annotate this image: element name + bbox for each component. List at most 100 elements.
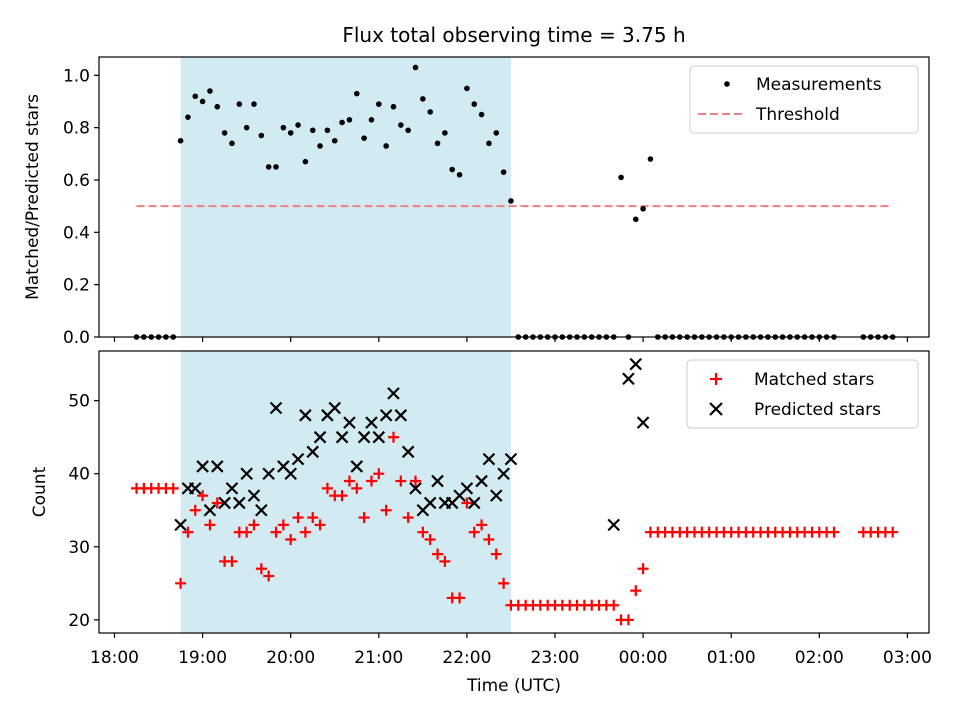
matched-star-point xyxy=(321,482,333,494)
predicted-star-point xyxy=(240,467,253,481)
predicted-star-point xyxy=(372,430,386,444)
measurement-point xyxy=(478,111,485,118)
matched-star-point xyxy=(380,504,392,516)
legend-predicted-marker xyxy=(709,402,723,416)
matched-star-point xyxy=(226,555,238,567)
matched-star-point xyxy=(299,526,311,538)
matched-star-point xyxy=(211,497,223,509)
matched-star-point xyxy=(182,526,194,538)
predicted-star-point xyxy=(335,430,349,444)
matched-star-point xyxy=(358,512,370,524)
y-tick-label-bottom: 40 xyxy=(68,465,90,485)
x-tick-label: 23:00 xyxy=(531,648,580,668)
measurement-point xyxy=(287,130,294,136)
matched-star-point xyxy=(630,585,642,597)
matched-star-point xyxy=(432,548,444,560)
measurement-point xyxy=(199,98,206,105)
measurement-point xyxy=(243,124,250,131)
measurement-point xyxy=(442,130,448,136)
measurement-point xyxy=(346,117,353,123)
chart-title: Flux total observing time = 3.75 h xyxy=(342,23,685,47)
measurement-point xyxy=(640,205,646,212)
x-axis-ticks-bottom: 18:00 19:00 20:00 21:00 22:00 23:00 00:00 01:00… xyxy=(90,633,932,668)
x-tick-label: 22:00 xyxy=(442,648,491,668)
x-tick-label: 00:00 xyxy=(619,648,668,668)
predicted-star-point xyxy=(460,482,474,495)
plot-frame-top xyxy=(98,56,930,338)
matched-star-point xyxy=(454,592,466,604)
measurement-point xyxy=(471,101,478,107)
measurement-point xyxy=(486,140,492,147)
measurement-point xyxy=(427,109,433,115)
predicted-star-point xyxy=(203,503,217,517)
predicted-star-point xyxy=(504,452,518,466)
predicted-star-point xyxy=(218,496,231,510)
matched-star-point xyxy=(476,519,488,531)
y-axis-ticks-bottom: 20 30 40 50 xyxy=(68,392,99,631)
predicted-star-point xyxy=(350,460,364,473)
y-axis-label-bottom: Count xyxy=(30,466,50,517)
measurement-point xyxy=(493,130,500,136)
measurement-point xyxy=(221,130,228,136)
matched-star-point xyxy=(255,563,267,575)
matched-star-point xyxy=(417,526,429,538)
matched-star-point xyxy=(828,526,840,538)
predicted-star-point xyxy=(636,416,650,429)
matched-star-point xyxy=(483,533,495,545)
predicted-star-point xyxy=(211,460,224,473)
x-tick-label: 03:00 xyxy=(883,648,932,668)
predicted-star-point xyxy=(313,430,327,444)
matched-star-point xyxy=(490,548,502,560)
predicted-star-point xyxy=(306,445,320,459)
measurement-point xyxy=(383,143,389,149)
matched-star-point xyxy=(197,490,209,502)
predicted-star-point xyxy=(328,401,342,415)
predicted-star-point xyxy=(379,409,393,422)
matched-star-point xyxy=(637,563,649,575)
measurement-point xyxy=(265,164,272,170)
measurement-point xyxy=(456,171,463,178)
predicted-star-point xyxy=(269,401,283,415)
x-axis-label: Time (UTC) xyxy=(466,676,561,696)
measurement-point xyxy=(207,88,213,94)
measurement-point xyxy=(229,140,235,147)
measurement-point xyxy=(302,158,309,165)
predicted-star-point xyxy=(475,474,488,488)
predicted-star-point xyxy=(394,409,408,422)
legend-top: Measurements Threshold xyxy=(689,65,919,134)
measurement-point xyxy=(368,117,375,123)
x-axis-ticks-top xyxy=(113,337,909,342)
measurement-point xyxy=(647,156,654,162)
count-points xyxy=(131,357,899,626)
predicted-star-point xyxy=(497,467,510,481)
y-tick-label-bottom: 30 xyxy=(68,538,90,558)
predicted-star-point xyxy=(284,467,297,481)
predicted-star-point xyxy=(489,489,503,502)
x-tick-label: 02:00 xyxy=(795,648,844,668)
y-tick-label-top: 0.6 xyxy=(63,171,90,191)
predicted-star-point xyxy=(174,518,187,532)
y-tick-label-top: 0.0 xyxy=(63,328,90,348)
legend-threshold-label: Threshold xyxy=(755,105,840,125)
predicted-star-point xyxy=(188,482,202,495)
measurement-point xyxy=(331,137,338,144)
measurement-point xyxy=(258,132,265,139)
observing-window-shade-bottom xyxy=(180,351,511,633)
x-tick-label: 18:00 xyxy=(90,648,139,668)
legend-measurements-label: Measurements xyxy=(756,75,882,95)
predicted-star-point xyxy=(299,409,312,422)
matched-star-point xyxy=(175,577,187,589)
measurement-point xyxy=(324,127,331,134)
measurement-point xyxy=(449,166,456,173)
matched-star-point xyxy=(241,526,253,538)
predicted-star-point xyxy=(622,372,635,386)
measurement-point xyxy=(353,90,360,97)
measurement-point xyxy=(192,93,199,100)
x-tick-label: 21:00 xyxy=(354,648,403,668)
measurement-point xyxy=(434,140,441,147)
y-tick-label-top: 0.8 xyxy=(63,119,90,139)
measurement-point xyxy=(632,216,639,223)
counts-panel: 20 30 40 50 18:00 19:00 20:00 21:00 22:00 23:00 0… xyxy=(30,350,932,696)
predicted-star-point xyxy=(196,460,209,473)
